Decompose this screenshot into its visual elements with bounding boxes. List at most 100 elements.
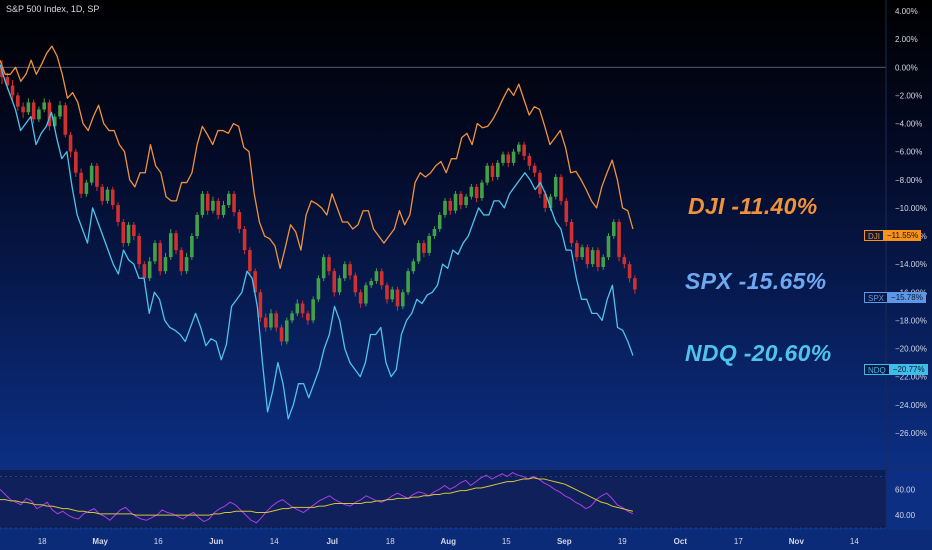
candle-body [37, 109, 41, 120]
candle-body [611, 221, 616, 237]
candle-body [226, 193, 231, 206]
candle-body [332, 271, 337, 293]
candle-body [617, 221, 621, 258]
candle-body [464, 196, 468, 206]
candle-body [158, 243, 163, 272]
candle-body [406, 271, 410, 293]
candle-body [495, 162, 500, 177]
candle-body [395, 289, 400, 307]
candle-body [337, 278, 342, 293]
candle-body [295, 303, 300, 314]
candle-body [137, 236, 141, 265]
candle-body [205, 193, 210, 211]
candle-body [422, 243, 426, 253]
candle-body [52, 116, 57, 127]
candle-body [543, 193, 548, 208]
x-tick-label: Jul [326, 537, 338, 546]
candle-body [501, 154, 505, 163]
y-tick-label: 0.00% [895, 63, 918, 72]
candle-body [559, 176, 563, 201]
candle-body [95, 165, 99, 187]
candle-body [263, 317, 268, 328]
x-tick-label: Sep [557, 537, 572, 546]
candle-body [459, 193, 463, 206]
ndq-series-line [0, 64, 634, 420]
candle-body [21, 106, 25, 113]
candle-body [284, 320, 289, 342]
candle-body [401, 292, 405, 307]
candle-body [211, 200, 215, 211]
candle-body [174, 233, 178, 251]
candle-body [248, 250, 252, 272]
candle-body [379, 271, 384, 286]
candle-body [216, 200, 221, 215]
x-tick-label: Jun [209, 537, 223, 546]
candle-body [84, 182, 89, 194]
candle-body [105, 189, 110, 201]
dji-change-label: DJI -11.40% [688, 193, 818, 219]
candle-body [511, 151, 516, 163]
spx-change-label: SPX -15.65% [685, 268, 827, 294]
x-tick-label: 18 [386, 537, 395, 546]
candle-body [79, 172, 83, 194]
x-tick-label: 14 [270, 537, 279, 546]
candle-body [353, 275, 358, 293]
rsi-band-fill [0, 478, 886, 526]
candle-body [153, 243, 157, 262]
ndq-price-tag: NDQ −20.77% [864, 364, 928, 375]
x-tick-label: Aug [440, 537, 456, 546]
candle-body [517, 144, 521, 152]
candle-body [26, 102, 31, 113]
candle-body [253, 271, 257, 293]
candle-body [390, 289, 395, 300]
candle-body [68, 134, 73, 152]
candle-body [5, 77, 10, 86]
y-tick-label: −14.00% [895, 260, 927, 269]
candle-body [300, 303, 305, 314]
y-tick-label: −24.00% [895, 401, 927, 410]
candle-body [311, 299, 315, 321]
candle-body [232, 193, 236, 213]
candle-body [564, 200, 569, 222]
candle-body [274, 313, 279, 328]
x-tick-label: 15 [502, 537, 511, 546]
spx-tag-name: SPX [864, 292, 889, 303]
candle-body [290, 313, 294, 321]
candle-body [575, 243, 579, 258]
candle-body [527, 155, 532, 166]
y-tick-label: −4.00% [895, 120, 922, 129]
chart-title: S&P 500 Index, 1D, SP [6, 4, 100, 14]
rsi-pane-bg [0, 470, 886, 528]
rsi-tick-label: 60.00 [895, 485, 916, 494]
x-tick-label: 17 [734, 537, 743, 546]
y-tick-label: −6.00% [895, 148, 922, 157]
dji-tag-value: −11.55% [884, 230, 922, 241]
candle-body [627, 264, 632, 279]
x-tick-label: May [92, 537, 108, 546]
y-tick-label: −22.00% [895, 373, 927, 382]
ndq-tag-name: NDQ [864, 364, 890, 375]
candle-body [348, 264, 352, 276]
candle-body [142, 264, 147, 279]
y-tick-label: −18.00% [895, 316, 927, 325]
candle-body [606, 236, 611, 258]
y-tick-label: 2.00% [895, 35, 918, 44]
candle-body [369, 281, 373, 286]
spx-price-tag: SPX −15.78% [864, 292, 926, 303]
candle-body [116, 205, 120, 222]
candle-body [411, 261, 416, 272]
rsi-ma-line [0, 477, 634, 516]
candle-body [490, 165, 495, 177]
candle-body [553, 176, 558, 197]
candle-body [437, 214, 442, 229]
candle-body [485, 165, 489, 183]
candle-body [184, 257, 189, 272]
candle-body [132, 224, 136, 237]
candle-body [385, 285, 389, 300]
candle-body [306, 313, 310, 321]
candle-body [416, 243, 421, 262]
candle-body [569, 221, 574, 244]
candle-body [316, 278, 321, 300]
